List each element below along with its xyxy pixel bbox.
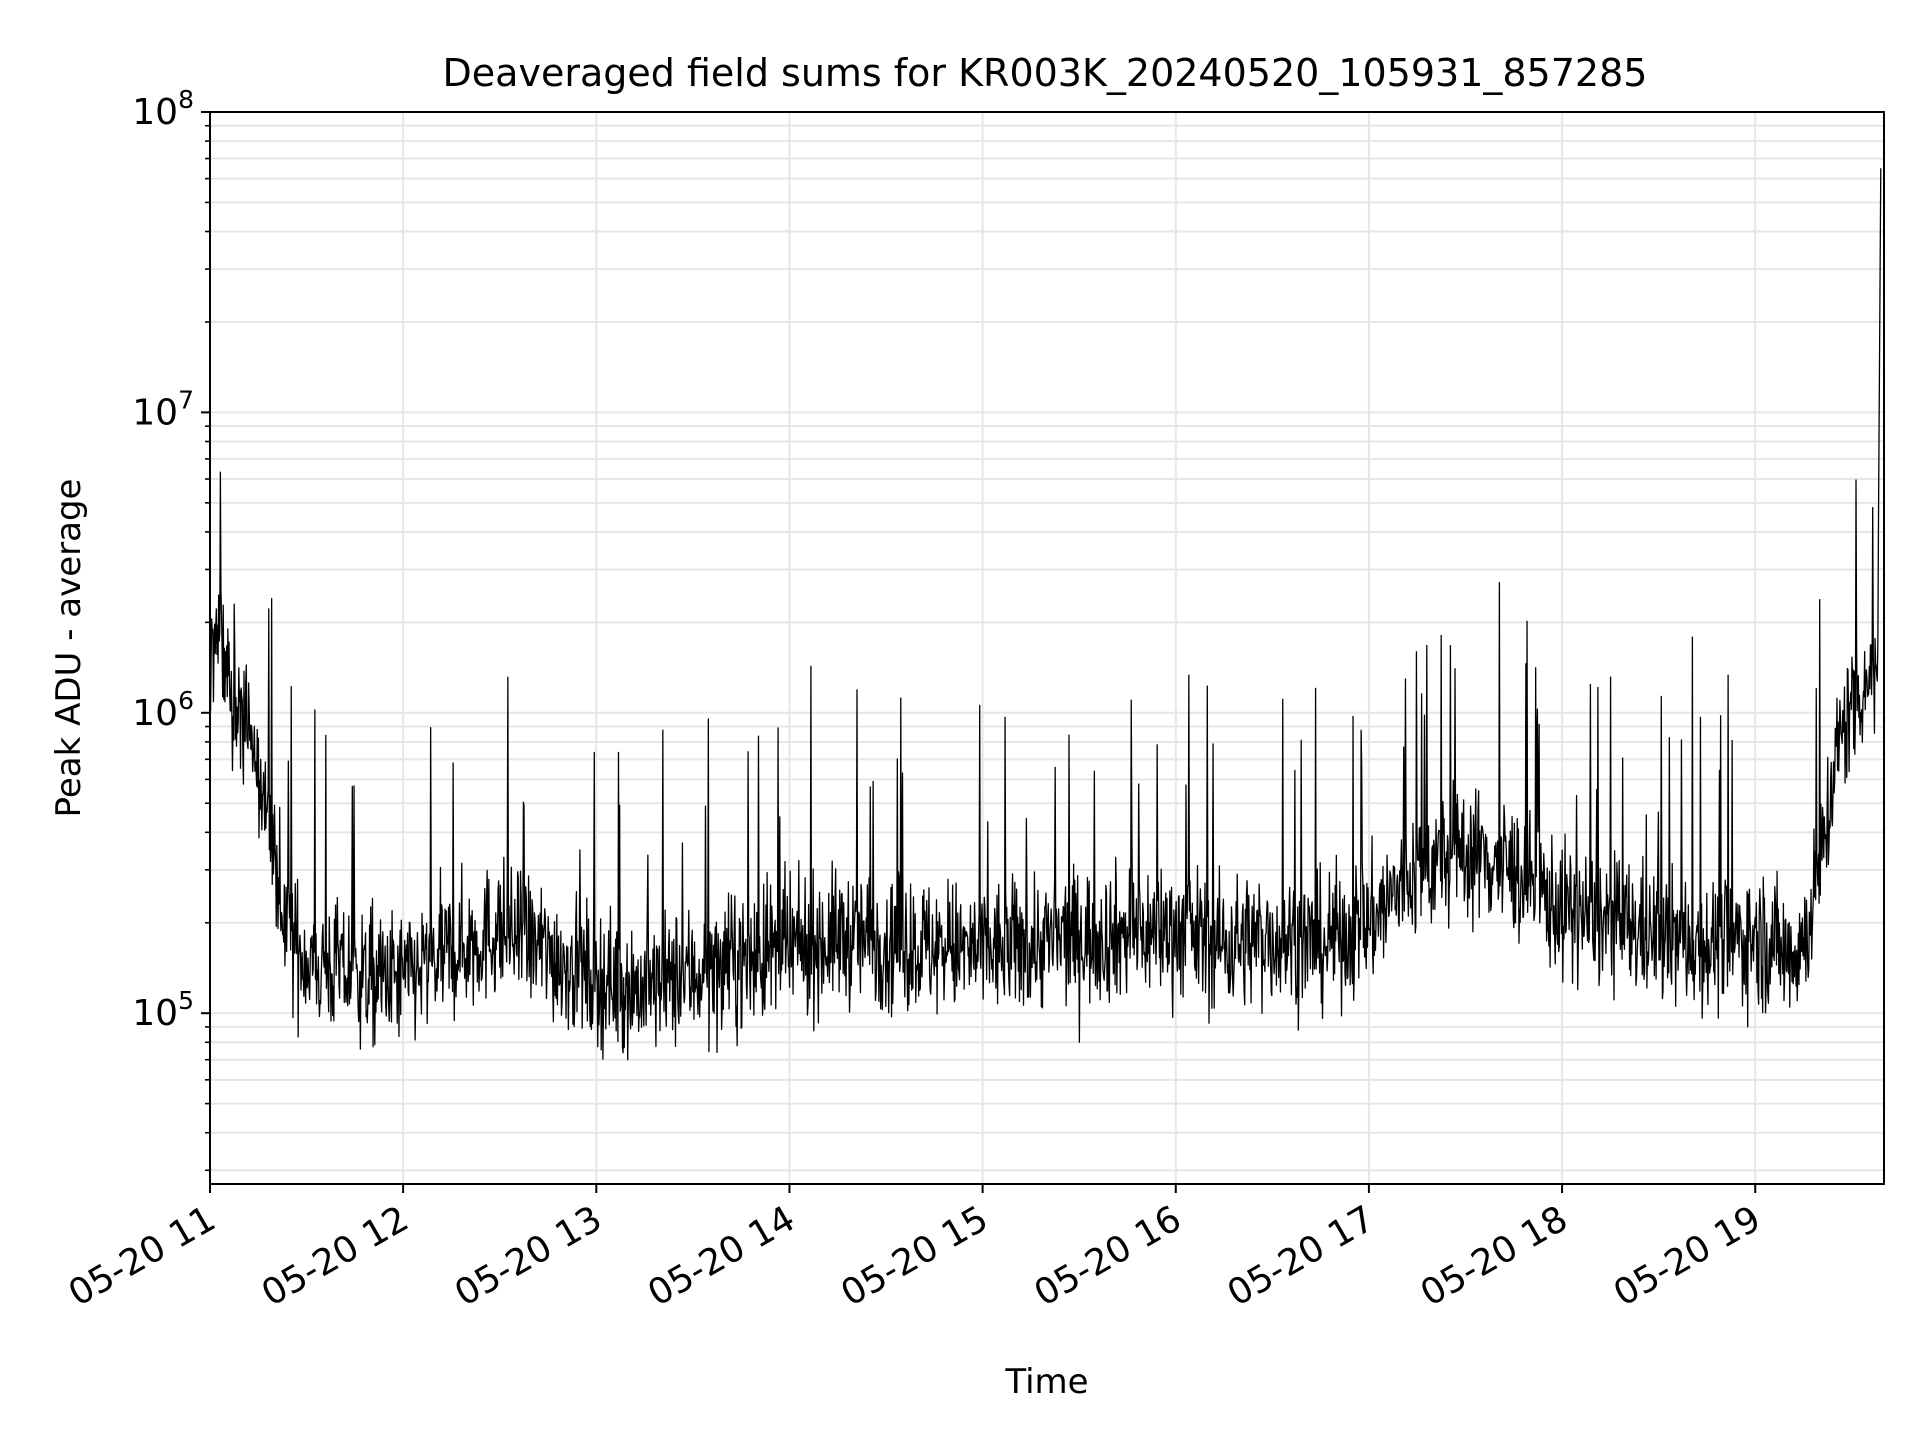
y-tick-label: 108 — [132, 85, 194, 133]
y-tick-label: 107 — [132, 385, 194, 433]
chart-title: Deaveraged field sums for KR003K_2024052… — [443, 51, 1648, 95]
y-axis-ticks: 105 106 107 108 — [132, 85, 210, 1172]
series-line — [209, 168, 1882, 1061]
series-layer — [209, 168, 1882, 1061]
plot-frame — [209, 111, 1885, 1185]
y-axis-label: Peak ADU - average — [49, 479, 89, 818]
x-axis-label: Time — [1004, 1362, 1088, 1402]
minor-gridlines — [210, 124, 1884, 1172]
y-tick-label: 106 — [132, 686, 194, 734]
y-tick-label: 105 — [132, 986, 194, 1034]
